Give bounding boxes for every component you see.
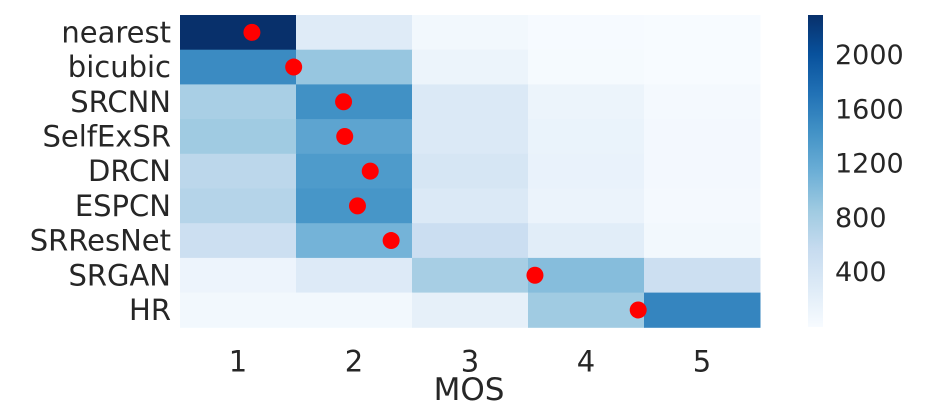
mean-markers [243, 23, 647, 319]
x-tick-label: 5 [693, 344, 711, 378]
heatmap-cell [412, 188, 529, 224]
heatmap-cell [180, 188, 297, 224]
x-axis-label: MOS [434, 372, 505, 408]
heatmap-cell [644, 15, 761, 51]
heatmap-cell [644, 84, 761, 120]
y-tick-label: bicubic [68, 50, 171, 84]
heatmap-cell [528, 292, 645, 328]
heatmap-cell [412, 15, 529, 51]
heatmap-cell [412, 84, 529, 120]
heatmap-cell [180, 84, 297, 120]
y-tick-label: DRCN [88, 154, 171, 188]
mean-marker [336, 127, 354, 145]
heatmap-cell [412, 223, 529, 259]
heatmap-cell [644, 292, 761, 328]
heatmap-cell [644, 257, 761, 294]
heatmap-cell [296, 15, 413, 51]
x-tick-label: 3 [461, 344, 479, 378]
x-axis-ticks: 1 2 3 4 5 [229, 344, 711, 378]
y-tick-label: SelfExSR [42, 119, 171, 153]
heatmap-cell [412, 119, 529, 155]
colorbar-tick-label: 1600 [835, 94, 904, 125]
y-tick-label: SRResNet [30, 224, 171, 258]
heatmap-cell [528, 84, 645, 120]
heatmap-cell [528, 257, 645, 294]
x-tick-label: 2 [345, 344, 363, 378]
y-tick-label: SRCNN [70, 85, 171, 119]
mean-marker [382, 232, 400, 250]
mean-marker [361, 162, 379, 180]
heatmap-cell [644, 49, 761, 85]
heatmap-cell [180, 153, 297, 189]
heatmap-cell [528, 223, 645, 259]
colorbar-tick-label: 400 [835, 257, 887, 288]
heatmap-cell [296, 84, 413, 120]
mean-marker [335, 93, 353, 111]
colorbar-gradient [808, 15, 823, 327]
heatmap-cell [412, 257, 529, 294]
heatmap-cell [296, 49, 413, 85]
heatmap-cell [528, 49, 645, 85]
y-axis-labels: nearestbicubicSRCNNSelfExSRDRCNESPCNSRRe… [30, 15, 171, 327]
heatmap-cell [180, 292, 297, 328]
colorbar-tick-label: 2000 [835, 40, 904, 71]
colorbar-ticks: 400 800 1200 1600 2000 [835, 40, 904, 288]
heatmap-cell [296, 119, 413, 155]
heatmap-cell [296, 257, 413, 294]
heatmap-cell [412, 153, 529, 189]
mean-marker [243, 23, 261, 41]
heatmap-cell [528, 119, 645, 155]
x-tick-label: 4 [577, 344, 595, 378]
heatmap-cell [180, 257, 297, 294]
colorbar: 400 800 1200 1600 2000 [808, 15, 904, 327]
heatmap-cell [644, 188, 761, 224]
heatmap-cell [644, 223, 761, 259]
colorbar-tick-label: 1200 [835, 149, 904, 180]
mean-marker [629, 301, 647, 319]
heatmap-cell [528, 15, 645, 51]
heatmap-cells [180, 15, 761, 328]
y-tick-label: HR [129, 293, 171, 327]
y-tick-label: SRGAN [68, 258, 171, 292]
mean-marker [526, 266, 544, 284]
heatmap-cell [528, 153, 645, 189]
heatmap-cell [180, 223, 297, 259]
x-tick-label: 1 [229, 344, 247, 378]
mean-marker [348, 197, 366, 215]
heatmap-cell [528, 188, 645, 224]
y-tick-label: ESPCN [75, 189, 171, 223]
mean-marker [285, 58, 303, 76]
y-tick-label: nearest [61, 15, 171, 49]
heatmap-cell [412, 292, 529, 328]
colorbar-tick-label: 800 [835, 203, 887, 234]
heatmap-cell [180, 49, 297, 85]
heatmap-cell [644, 119, 761, 155]
heatmap-cell [412, 49, 529, 85]
heatmap-cell [180, 15, 297, 51]
heatmap-cell [644, 153, 761, 189]
heatmap-cell [296, 292, 413, 328]
heatmap-cell [296, 153, 413, 189]
heatmap-cell [180, 119, 297, 155]
